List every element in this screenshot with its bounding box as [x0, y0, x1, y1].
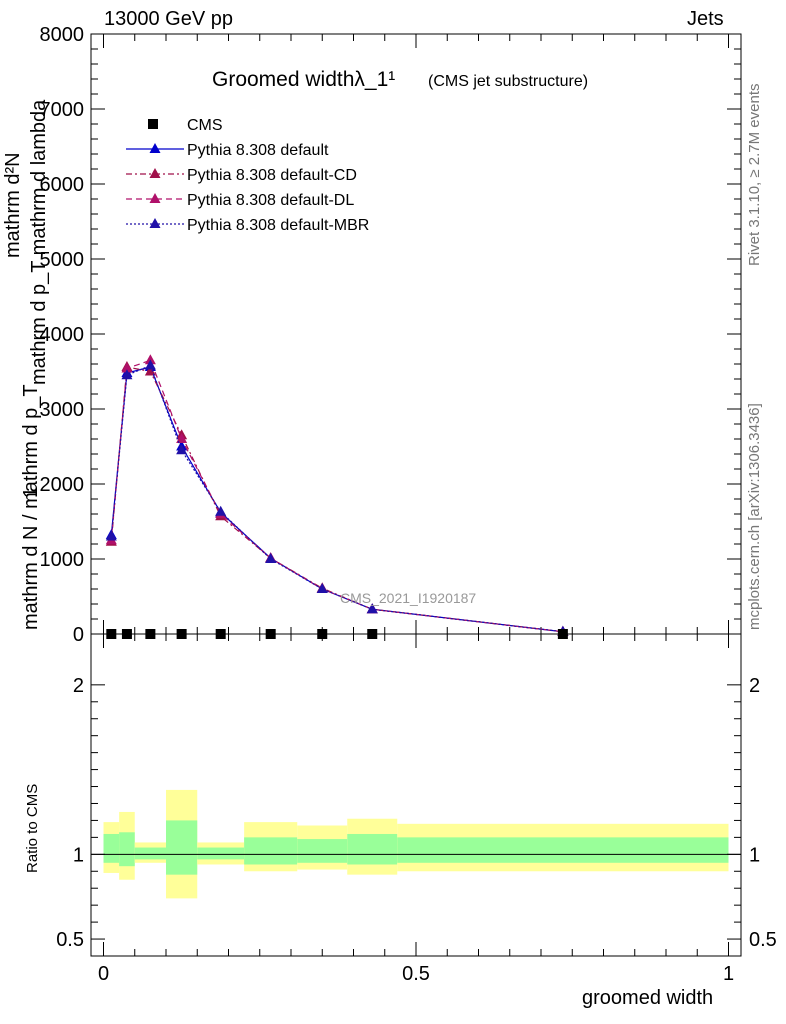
y-tick-label: 4000: [40, 324, 85, 346]
legend-marker: [149, 168, 161, 178]
ratio-bands: [103, 789, 729, 899]
legend-marker: [149, 193, 161, 203]
y-tick-label: 2000: [40, 474, 85, 496]
ratio-band-inner: [134, 847, 166, 860]
process-label: 13000 GeV pp: [104, 8, 233, 30]
ratio-y-tick-label: 0.5: [56, 929, 84, 951]
ratio-y-tick-label: 2: [73, 675, 84, 697]
y-label-part-2: mathrm d N / mathrm d p_T: [20, 384, 42, 630]
legend-label: Pythia 8.308 default: [187, 142, 329, 159]
ratio-y-tick-label: 1: [73, 844, 84, 866]
ratio-plot: 0.5 0.51 12 2 0 0.5 1: [56, 633, 777, 985]
legend-marker-cms: [148, 119, 158, 129]
ratio-band-inner: [297, 839, 348, 863]
x-axis-label: groomed width: [582, 987, 714, 1009]
ratio-y-tick-label-right: 1: [749, 844, 760, 866]
legend-marker: [149, 143, 161, 153]
rivet-label: Rivet 3.1.10, ≥ 2.7M events: [746, 83, 763, 267]
series-point: [176, 444, 188, 455]
analysis-watermark: CMS_2021_I1920187: [340, 590, 477, 606]
x-tick-label: 1: [723, 963, 734, 985]
analysis-group-label: Jets: [687, 8, 724, 30]
series-line: [110, 364, 563, 633]
ratio-band-inner: [397, 837, 729, 863]
legend-label: Pythia 8.308 default-CD: [187, 167, 357, 184]
main-x-ticks: [103, 34, 729, 634]
series-point: [366, 603, 378, 614]
series-point: [144, 359, 156, 370]
y-tick-label: 7000: [40, 99, 85, 121]
x-tick-label: 0.5: [402, 963, 430, 985]
ratio-band-inner: [103, 833, 120, 863]
y-tick-label: 6000: [40, 174, 85, 196]
chart-title: Groomed widthλ_1¹: [212, 68, 396, 91]
series-point: [121, 362, 133, 373]
ratio-y-axis: 0.5 0.5 1 1 2 2: [56, 675, 777, 951]
series-point: [265, 553, 277, 563]
legend: CMS Pythia 8.308 default Pythia 8.308 defa…: [126, 117, 369, 234]
ratio-band-inner: [119, 832, 135, 867]
y-tick-label: 8000: [40, 24, 85, 46]
main-y-axis: 0 1000 2000 3000 4000 5000 6000 7000 8000: [40, 24, 741, 646]
ratio-band-inner: [347, 833, 398, 865]
main-series: [105, 354, 569, 636]
legend-label: CMS: [187, 117, 223, 134]
legend-marker: [149, 218, 161, 228]
ratio-y-label: Ratio to CMS: [24, 783, 41, 873]
series-line: [110, 366, 563, 633]
ratio-band-inner: [244, 837, 298, 865]
main-plot: 0 1000 2000 3000 4000 5000 6000 7000 8000: [40, 24, 742, 646]
y-tick-label: 3000: [40, 399, 85, 421]
chart-subtitle: (CMS jet substructure): [428, 73, 589, 90]
series-point: [144, 365, 156, 376]
series-line: [110, 359, 563, 633]
ratio-y-tick-label-right: 2: [749, 675, 760, 697]
series-point: [144, 354, 156, 365]
x-tick-label: 0: [98, 963, 109, 985]
legend-label: Pythia 8.308 default-MBR: [187, 217, 369, 234]
series-point: [105, 530, 117, 541]
series-point: [215, 505, 227, 516]
ratio-band-inner: [197, 847, 245, 860]
y-tick-label: 1000: [40, 549, 85, 571]
ratio-x-axis: 0 0.5 1: [98, 634, 734, 985]
y-tick-label: 0: [73, 624, 84, 646]
ratio-y-tick-label-right: 0.5: [749, 929, 777, 951]
series-line: [110, 366, 563, 633]
series-point: [121, 369, 133, 380]
y-tick-label: 5000: [40, 249, 85, 271]
ratio-band-inner: [166, 820, 198, 875]
series-point: [176, 433, 188, 443]
y-label-part-4: mathrm d p_T mathrm d lambda: [28, 99, 50, 385]
series-point: [316, 583, 328, 593]
y-label-part-3: mathrm d²N: [2, 152, 24, 258]
legend-label: Pythia 8.308 default-DL: [187, 192, 354, 209]
mcplots-label: mcplots.cern.ch [arXiv:1306.3436]: [746, 403, 763, 630]
